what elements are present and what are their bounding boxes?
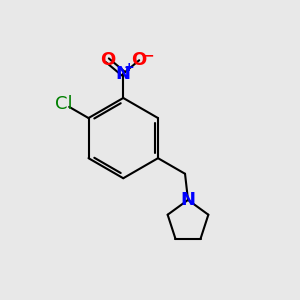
Text: O: O xyxy=(132,51,147,69)
Text: −: − xyxy=(142,48,154,62)
Text: +: + xyxy=(124,61,134,74)
Text: N: N xyxy=(116,64,131,82)
Text: Cl: Cl xyxy=(55,94,72,112)
Text: O: O xyxy=(100,51,115,69)
Text: N: N xyxy=(181,191,196,209)
